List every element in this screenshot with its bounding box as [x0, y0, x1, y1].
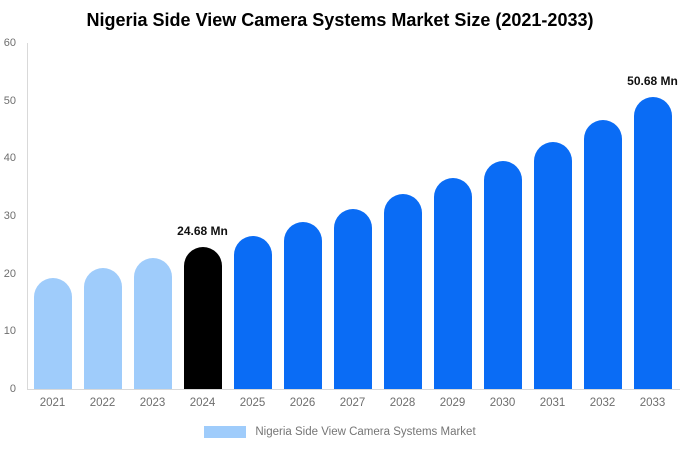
- bar-2032: [583, 120, 622, 389]
- y-tick-60: 60: [3, 36, 16, 49]
- data-label-2024: 24.68 Mn: [177, 223, 228, 238]
- x-tick-2033: 2033: [639, 397, 666, 409]
- bar-2024: [183, 246, 222, 389]
- bar-2026: [283, 222, 322, 389]
- x-tick-2024: 2024: [189, 397, 216, 409]
- bar-2021: [33, 278, 72, 389]
- x-tick-2022: 2022: [89, 397, 116, 409]
- bar-2028: [383, 193, 422, 389]
- y-tick-50: 50: [3, 94, 16, 107]
- y-tick-30: 30: [3, 209, 16, 222]
- y-tick-0: 0: [9, 383, 16, 395]
- bar-2029: [433, 177, 472, 389]
- y-tick-20: 20: [3, 267, 16, 280]
- x-tick-2025: 2025: [239, 397, 266, 409]
- y-tick-10: 10: [3, 325, 16, 338]
- chart-title: Nigeria Side View Camera Systems Market …: [86, 10, 594, 30]
- bar-2025: [233, 235, 272, 389]
- bar-2031: [533, 142, 572, 389]
- legend: Nigeria Side View Camera Systems Market: [0, 426, 680, 438]
- x-tick-2031: 2031: [539, 397, 566, 409]
- bar-2027: [333, 208, 372, 389]
- x-tick-2021: 2021: [39, 397, 66, 409]
- x-tick-2027: 2027: [339, 397, 366, 409]
- y-tick-40: 40: [3, 152, 16, 165]
- data-label-2033: 50.68 Mn: [627, 73, 678, 88]
- bar-2033: [633, 96, 672, 389]
- x-tick-2028: 2028: [389, 397, 416, 409]
- legend-label: Nigeria Side View Camera Systems Market: [255, 426, 476, 438]
- x-tick-2030: 2030: [489, 397, 516, 409]
- legend-swatch: [204, 426, 247, 438]
- y-axis-line: [27, 43, 28, 389]
- bar-2022: [83, 267, 122, 389]
- x-tick-2032: 2032: [589, 397, 616, 409]
- bar-2030: [483, 161, 522, 389]
- x-axis-line: [27, 389, 680, 390]
- x-tick-2029: 2029: [439, 397, 466, 409]
- x-tick-2023: 2023: [139, 397, 166, 409]
- x-tick-2026: 2026: [289, 397, 316, 409]
- bar-2023: [133, 258, 172, 389]
